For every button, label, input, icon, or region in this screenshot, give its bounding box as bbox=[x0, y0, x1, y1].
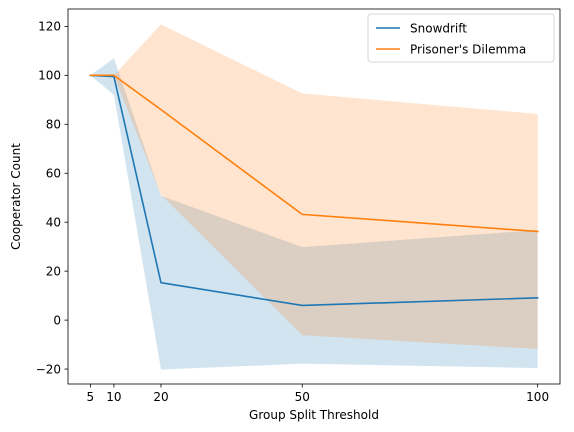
y-tick-label: 120 bbox=[38, 20, 61, 34]
confidence-bands bbox=[90, 24, 538, 370]
x-tick-label: 50 bbox=[295, 390, 310, 404]
y-tick-label: 60 bbox=[46, 167, 61, 181]
legend-label: Prisoner's Dilemma bbox=[410, 42, 526, 56]
x-tick-label: 20 bbox=[153, 390, 168, 404]
y-tick-label: 80 bbox=[46, 118, 61, 132]
legend: Snowdrift Prisoner's Dilemma bbox=[367, 13, 555, 63]
legend-box bbox=[367, 13, 555, 63]
plot-frame bbox=[67, 8, 561, 385]
x-tick-label: 10 bbox=[106, 390, 121, 404]
x-tick-label: 5 bbox=[87, 390, 95, 404]
x-tick-label: 100 bbox=[526, 390, 549, 404]
band-series-1 bbox=[90, 58, 538, 370]
y-tick-label: 100 bbox=[38, 69, 61, 83]
y-tick-label: 40 bbox=[46, 216, 61, 230]
series-lines bbox=[89, 74, 539, 307]
x-axis-ticks: 5 10 20 50 100 bbox=[87, 384, 549, 404]
y-tick-label: 0 bbox=[53, 313, 61, 327]
line-series-1 bbox=[89, 74, 539, 307]
x-axis-label: Group Split Threshold bbox=[249, 408, 379, 422]
y-tick-label: −20 bbox=[36, 362, 61, 376]
legend-label: Snowdrift bbox=[410, 21, 467, 35]
band-series-2 bbox=[90, 24, 538, 349]
y-tick-label: 20 bbox=[46, 264, 61, 278]
y-axis-label: Cooperator Count bbox=[9, 143, 23, 250]
y-axis-ticks: −20 0 20 40 60 80 100 120 bbox=[36, 20, 68, 376]
line-series-2 bbox=[89, 74, 539, 233]
